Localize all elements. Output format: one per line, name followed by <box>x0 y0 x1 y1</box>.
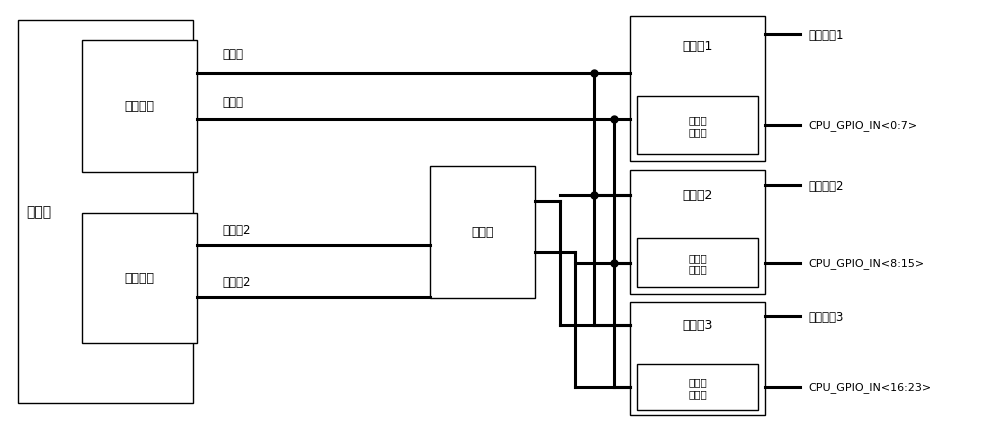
Bar <box>18 21 193 403</box>
Text: 供电电压2: 供电电压2 <box>808 179 844 192</box>
Bar <box>630 170 765 294</box>
Text: 时钟线: 时钟线 <box>222 48 243 61</box>
Bar <box>82 213 197 343</box>
Text: 供电电压1: 供电电压1 <box>808 29 844 42</box>
Text: CPU_GPIO_IN<16:23>: CPU_GPIO_IN<16:23> <box>808 382 931 393</box>
Bar <box>82 40 197 173</box>
Text: 数据线: 数据线 <box>222 96 243 109</box>
Text: 处理器: 处理器 <box>26 205 51 219</box>
Text: 扩展器1: 扩展器1 <box>682 40 713 52</box>
Text: 中断信
号模块: 中断信 号模块 <box>688 376 707 398</box>
Text: 中断信
号模块: 中断信 号模块 <box>688 252 707 274</box>
Text: 中断信
号模块: 中断信 号模块 <box>688 115 707 136</box>
Text: CPU_GPIO_IN<0:7>: CPU_GPIO_IN<0:7> <box>808 120 917 131</box>
Text: 扩展器3: 扩展器3 <box>682 319 713 331</box>
Bar <box>630 17 765 162</box>
Text: CPU_GPIO_IN<8:15>: CPU_GPIO_IN<8:15> <box>808 258 924 268</box>
Text: 第一接口: 第一接口 <box>124 100 154 113</box>
Bar <box>637 239 758 288</box>
Text: 供电电压3: 供电电压3 <box>808 310 843 323</box>
Bar <box>430 166 535 298</box>
Bar <box>630 302 765 415</box>
Text: 第二接口: 第二接口 <box>124 271 154 285</box>
Text: 时钟线2: 时钟线2 <box>222 223 250 236</box>
Bar <box>637 97 758 155</box>
Text: 数据线2: 数据线2 <box>222 275 250 288</box>
Text: 扩展器2: 扩展器2 <box>682 189 713 201</box>
Text: 寄存器: 寄存器 <box>471 226 494 239</box>
Bar <box>637 365 758 410</box>
